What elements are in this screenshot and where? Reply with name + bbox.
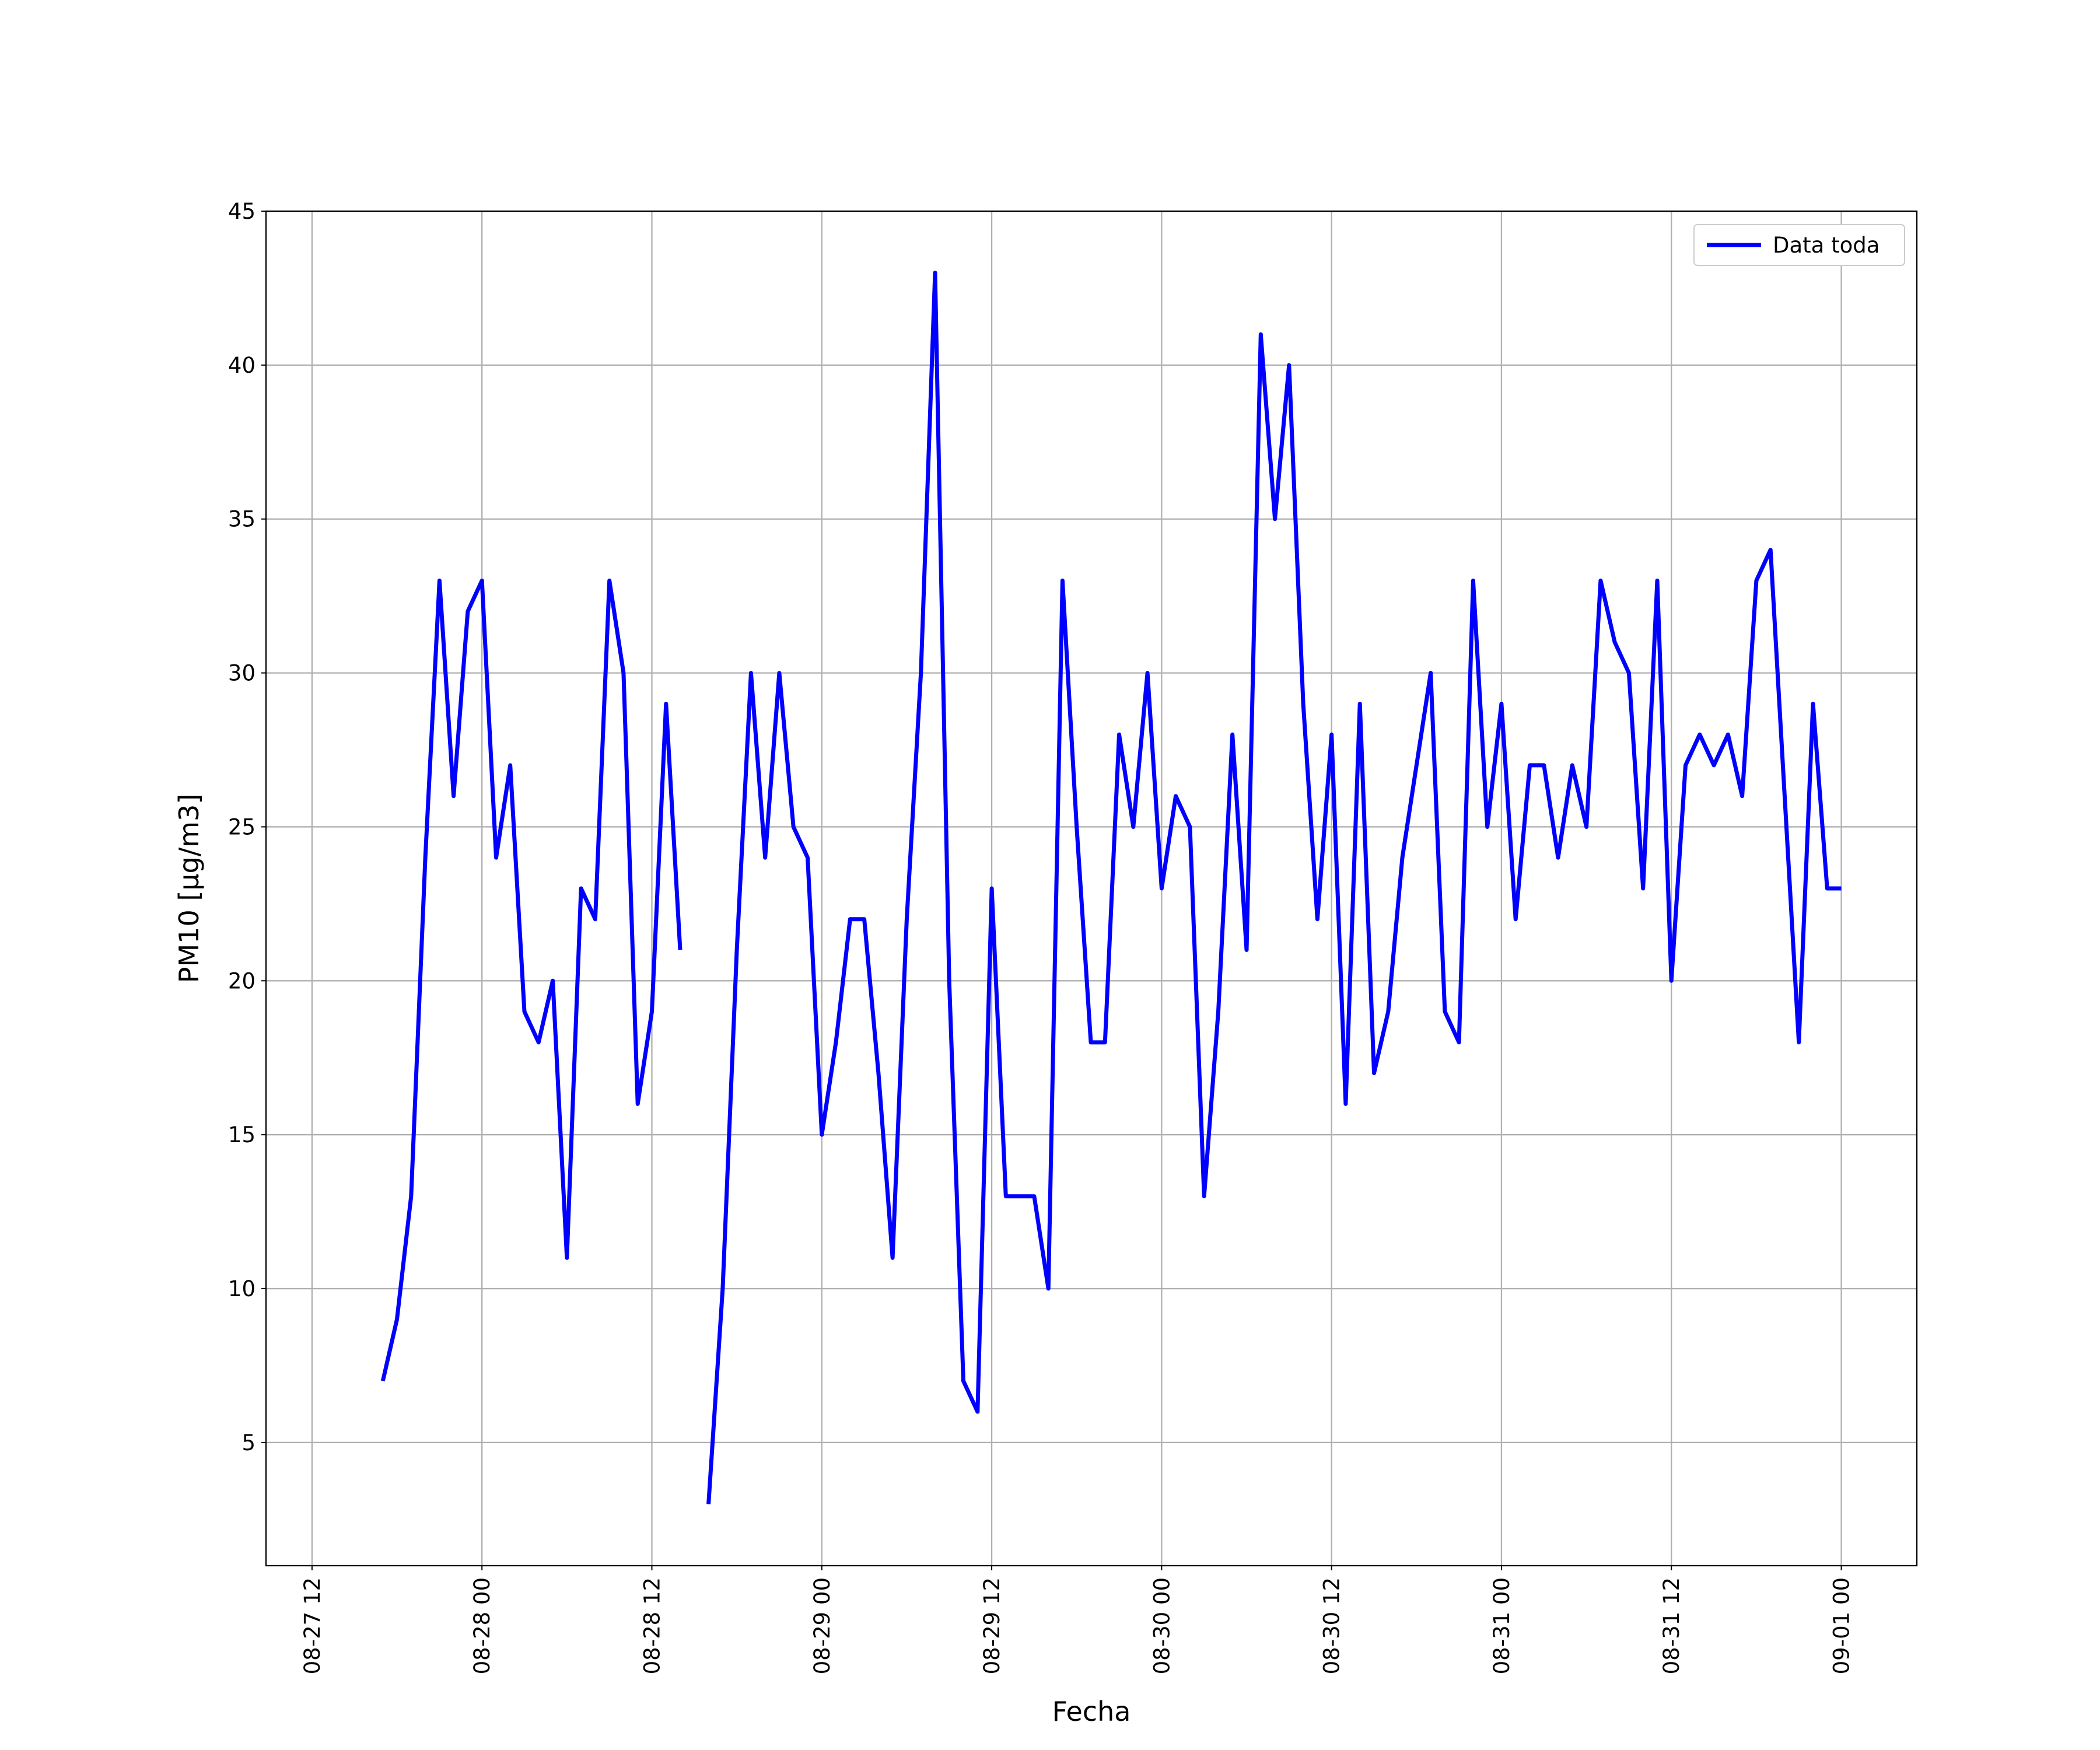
x-tick-label: 08-31 00	[1489, 1577, 1514, 1674]
y-tick-label: 5	[242, 1430, 256, 1455]
y-tick-label: 15	[228, 1122, 256, 1147]
x-tick-label: 08-30 00	[1149, 1577, 1174, 1674]
y-tick-label: 35	[228, 507, 256, 532]
x-tick-label: 09-01 00	[1829, 1577, 1854, 1674]
x-tick-label: 08-28 00	[470, 1577, 495, 1674]
x-tick-label: 08-29 12	[979, 1577, 1005, 1674]
y-axis-label: PM10 [μg/m3]	[173, 794, 205, 984]
x-tick-label: 08-27 12	[300, 1577, 325, 1674]
legend-box	[1693, 224, 1905, 266]
x-tick-label: 08-31 12	[1659, 1577, 1684, 1674]
y-tick-label: 45	[228, 199, 256, 224]
y-tick-label: 10	[228, 1276, 256, 1301]
y-tick-label: 40	[228, 353, 256, 378]
x-axis-label: Fecha	[1052, 1696, 1131, 1727]
x-tick-label: 08-29 00	[810, 1577, 835, 1674]
legend-label: Data toda	[1773, 233, 1880, 258]
y-tick-label: 25	[228, 814, 256, 839]
data-line	[380, 271, 1842, 1504]
x-tick-label: 08-28 12	[639, 1577, 664, 1674]
y-tick-label: 20	[228, 968, 256, 993]
x-tick-label: 08-30 12	[1320, 1577, 1345, 1674]
plot-frame	[265, 210, 1918, 1567]
y-tick-label: 30	[228, 661, 256, 686]
